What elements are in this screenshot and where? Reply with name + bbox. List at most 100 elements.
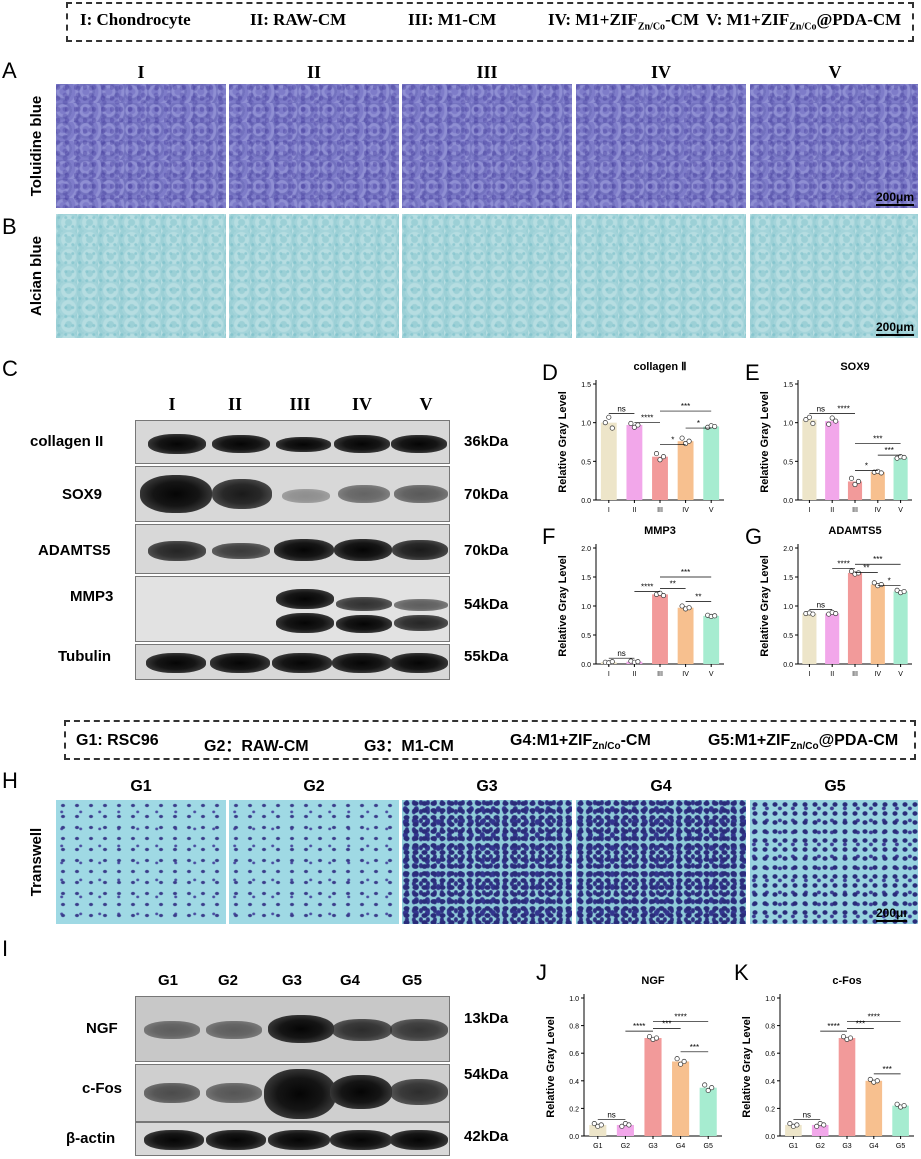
x-tick-label: G1 [789, 1143, 798, 1150]
data-point [894, 587, 900, 593]
bar-G2 [811, 1124, 829, 1136]
data-point [653, 1035, 660, 1041]
sig-label: *** [681, 402, 690, 411]
sig-label: ns [803, 1110, 811, 1119]
bar-G2 [616, 1124, 634, 1136]
data-point [702, 1082, 708, 1088]
data-point [806, 414, 812, 420]
y-tick-label: 1.0 [569, 996, 579, 1003]
y-tick-label: 0.4 [765, 1079, 775, 1086]
data-point [848, 568, 855, 574]
data-point [679, 603, 685, 609]
blot-i-kda-ngf: 13kDa [464, 1010, 509, 1027]
blot-c-kda-tubulin: 55kDa [464, 648, 509, 665]
blot-c-kda-sox9: 70kDa [464, 486, 509, 503]
g-col-head-5: G5 [824, 778, 846, 795]
data-point [855, 478, 862, 484]
data-point [878, 581, 884, 588]
x-tick-label: III [657, 507, 663, 514]
chart-title: SOX9 [840, 361, 869, 373]
scale-bar-h: 200μı [876, 906, 907, 922]
g-col-head-1: G1 [130, 778, 152, 795]
x-tick-label: G4 [869, 1143, 878, 1150]
bar-II [825, 613, 840, 664]
bar-V [893, 457, 908, 500]
x-tick-label: G4 [676, 1143, 685, 1150]
sig-label: *** [662, 1019, 671, 1028]
data-point [803, 417, 809, 423]
data-point [829, 415, 835, 421]
blot-i-strip-bactin [135, 1122, 450, 1156]
bar-III [847, 572, 863, 664]
y-tick-label: 1.5 [581, 575, 591, 582]
bar-II [626, 424, 643, 500]
blot-c-lane-2: II [227, 394, 242, 414]
panel-letter-i: I [2, 936, 9, 961]
blot-c-kda-mmp3: 54kDa [464, 596, 509, 613]
legend-item-3: III: M1-CM [408, 10, 497, 29]
y-tick-label: 0.0 [569, 1134, 579, 1141]
blot-c-strip-sox9 [135, 466, 450, 522]
bar-V [703, 615, 720, 664]
bar-G4 [865, 1080, 883, 1136]
blot-c-lane-1: I [168, 394, 176, 414]
y-tick-label: 0.8 [765, 1024, 775, 1031]
x-tick-label: I [608, 671, 610, 678]
data-point [712, 613, 718, 619]
top-legend-box [66, 2, 914, 42]
bar-G1 [785, 1124, 802, 1136]
sig-label: *** [873, 435, 882, 444]
sig-label: * [865, 462, 868, 471]
blot-c-label-mmp3: MMP3 [70, 588, 114, 605]
chart-ylabel: Relative Gray Level [759, 391, 771, 493]
data-point [855, 570, 862, 576]
data-point [598, 1122, 604, 1128]
data-point [609, 425, 615, 431]
transwell-image-1 [56, 800, 226, 924]
bar-I [802, 419, 817, 500]
x-tick-label: G5 [704, 1143, 713, 1150]
chart-j: NGF Relative Gray Level 0.0 0.2 0.4 0.6 0.8 1.0… [545, 975, 722, 1150]
y-tick-label: 1.0 [783, 421, 793, 428]
x-tick-label: G3 [842, 1143, 851, 1150]
data-point [626, 1122, 632, 1128]
blot-i-lane-3: G3 [281, 972, 302, 989]
data-point [901, 588, 907, 595]
blot-c-strip-adamts5 [135, 524, 450, 574]
alcian-image-1 [56, 214, 226, 338]
chart-ylabel: Relative Gray Level [741, 1016, 753, 1118]
data-point [712, 423, 718, 430]
x-tick-label: G5 [896, 1143, 905, 1150]
bottom-legend-box [64, 720, 916, 760]
data-point [678, 1061, 684, 1067]
blot-c-label-collagen: collagen II [30, 433, 104, 450]
x-tick-label: I [808, 507, 810, 514]
y-tick-label: 0.0 [581, 498, 591, 505]
data-point [686, 605, 692, 611]
blot-i-label-cfos: c-Fos [82, 1080, 123, 1097]
chart-ylabel: Relative Gray Level [557, 555, 569, 657]
data-point [653, 451, 660, 457]
x-tick-label: G3 [648, 1143, 657, 1150]
toluidine-image-4 [576, 84, 746, 208]
chart-d: collagen Ⅱ Relative Gray Level 0.0 0.5 1.0 1.… [557, 361, 724, 514]
sig-label: ** [863, 563, 869, 572]
data-point [619, 1123, 625, 1129]
y-tick-label: 1.5 [783, 382, 793, 389]
sig-label: ns [817, 600, 825, 609]
chart-title: collagen Ⅱ [633, 361, 686, 373]
x-tick-label: I [608, 507, 610, 514]
bottom-legend-item-2: G2：RAW-CM [204, 738, 309, 755]
data-point [646, 1034, 653, 1040]
data-point [635, 659, 641, 665]
data-point [867, 1076, 873, 1082]
sig-label: * [888, 577, 891, 586]
y-tick-label: 0.0 [783, 662, 793, 669]
sig-label: ns [617, 404, 625, 413]
blot-i-kda-bactin: 42kDa [464, 1128, 509, 1145]
y-tick-label: 1.0 [581, 604, 591, 611]
blot-c-lane-4: IV [351, 394, 372, 414]
alcian-image-3 [402, 214, 572, 338]
